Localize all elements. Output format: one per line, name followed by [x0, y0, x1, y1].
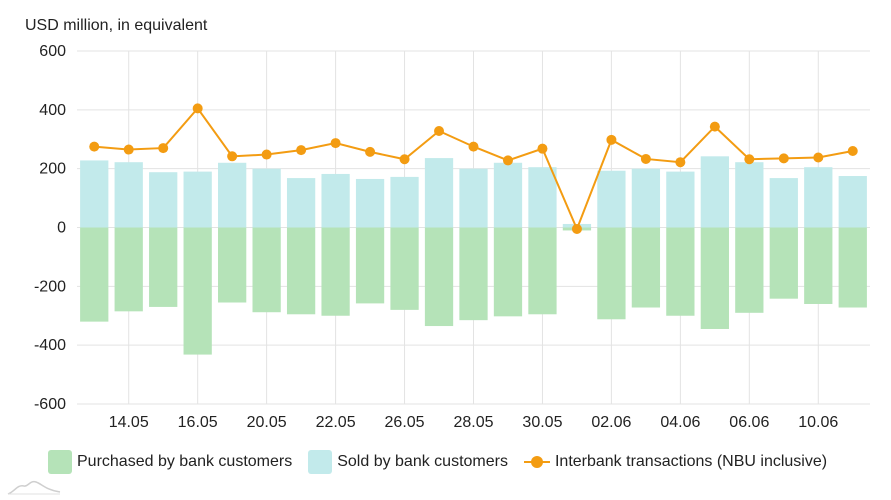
legend-item-interbank[interactable]: Interbank transactions (NBU inclusive) [523, 450, 828, 474]
y-tick-label: -400 [34, 337, 66, 354]
x-tick-label: 14.05 [109, 414, 149, 431]
legend-swatch-purchased [48, 450, 72, 474]
bar-sold [286, 178, 316, 228]
point-interbank [468, 141, 479, 152]
y-tick-label: -600 [34, 396, 66, 413]
bar-sold [804, 167, 833, 228]
bar-purchased [321, 227, 350, 316]
bar-sold [321, 173, 350, 228]
bar-purchased [183, 227, 212, 355]
point-interbank [778, 153, 789, 164]
bar-purchased [149, 227, 178, 307]
x-tick-label: 20.05 [247, 414, 287, 431]
point-interbank [330, 138, 341, 149]
legend-swatch-interbank [523, 450, 550, 474]
legend-swatch-sold [308, 450, 333, 474]
bar-sold [252, 168, 281, 228]
point-interbank [192, 103, 203, 114]
y-tick-label: 200 [39, 161, 66, 178]
bar-sold [528, 167, 557, 228]
point-interbank [847, 146, 858, 157]
bar-sold [838, 176, 867, 228]
bar-sold [631, 168, 661, 228]
bar-purchased [252, 227, 281, 313]
point-interbank [606, 134, 617, 145]
legend-label-interbank: Interbank transactions (NBU inclusive) [554, 453, 828, 470]
point-interbank [537, 143, 548, 154]
point-interbank [261, 149, 272, 160]
bar-sold [183, 171, 212, 228]
legend-label-sold: Sold by bank customers [337, 453, 508, 470]
bar-purchased [493, 227, 523, 317]
bar-purchased [355, 227, 385, 304]
bar-sold [114, 162, 143, 228]
x-tick-label: 04.06 [660, 414, 700, 431]
legend: Purchased by bank customers Sold by bank… [48, 450, 843, 474]
bar-purchased [528, 227, 557, 315]
bar-purchased [390, 227, 419, 310]
point-interbank [813, 152, 824, 163]
bar-purchased [286, 227, 316, 315]
point-interbank [571, 223, 582, 234]
point-interbank [399, 154, 410, 165]
x-tick-label: 06.06 [729, 414, 769, 431]
point-interbank [709, 121, 720, 132]
point-interbank [640, 153, 651, 164]
point-interbank [227, 151, 238, 162]
point-interbank [89, 141, 100, 152]
point-interbank [675, 157, 686, 168]
bar-sold [218, 162, 247, 228]
y-tick-label: -200 [34, 278, 66, 295]
bar-purchased [597, 227, 626, 320]
x-tick-label: 16.05 [178, 414, 218, 431]
x-tick-label: 10.06 [798, 414, 838, 431]
legend-item-sold[interactable]: Sold by bank customers [308, 450, 508, 474]
bar-sold [149, 172, 178, 228]
x-tick-label: 22.05 [316, 414, 356, 431]
y-tick-label: 600 [39, 43, 66, 60]
bar-purchased [114, 227, 143, 312]
bar-purchased [838, 227, 867, 308]
legend-label-purchased: Purchased by bank customers [77, 453, 293, 470]
bar-sold [597, 170, 626, 228]
chart-plot: 600 400 200 0 -200 -400 -600 14.05 16.05 20.05 22.… [34, 43, 870, 431]
bar-purchased [218, 227, 247, 303]
point-interbank [158, 143, 169, 154]
x-tick-label: 28.05 [453, 414, 493, 431]
x-tick-label: 02.06 [591, 414, 631, 431]
bar-sold [493, 162, 523, 228]
bar-sold [769, 178, 798, 228]
bar-purchased [459, 227, 488, 321]
point-interbank [365, 146, 376, 157]
legend-item-purchased[interactable]: Purchased by bank customers [48, 450, 292, 474]
bar-sold [424, 158, 454, 228]
bar-sold [735, 162, 764, 228]
x-tick-label: 26.05 [385, 414, 425, 431]
bar-purchased [666, 227, 695, 316]
bar-purchased [80, 227, 109, 322]
bar-purchased [804, 227, 833, 304]
y-axis-title: USD million, in equivalent [25, 17, 208, 34]
bar-sold [700, 156, 729, 228]
point-interbank [296, 145, 307, 156]
point-interbank [123, 144, 134, 155]
bar-purchased [769, 227, 798, 299]
bar-purchased [735, 227, 764, 313]
point-interbank [502, 155, 513, 166]
bar-sold [666, 171, 695, 228]
bar-sold [459, 168, 488, 228]
logo-icon [7, 480, 61, 495]
point-interbank [434, 126, 445, 137]
bar-sold [80, 160, 109, 228]
y-tick-label: 400 [39, 102, 66, 119]
bar-purchased [631, 227, 661, 308]
point-interbank [744, 154, 755, 165]
bar-sold [390, 176, 419, 228]
bar-purchased [700, 227, 729, 329]
x-tick-label: 30.05 [522, 414, 562, 431]
bar-sold [355, 178, 385, 228]
y-tick-label: 0 [57, 220, 66, 237]
bar-purchased [424, 227, 454, 327]
